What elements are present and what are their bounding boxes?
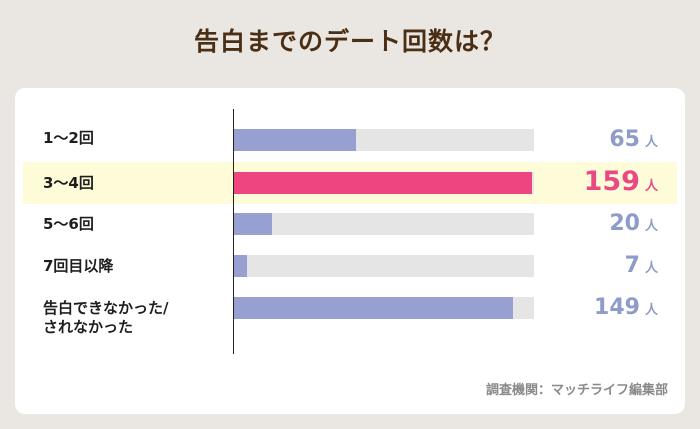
value-label: 65 人 — [609, 127, 658, 152]
bar — [234, 129, 356, 151]
value-unit: 人 — [644, 135, 658, 150]
bar — [234, 213, 272, 235]
category-label: 5〜6回 — [43, 215, 94, 233]
value-number: 65 — [609, 127, 640, 152]
bar — [234, 297, 513, 319]
category-label: 3〜4回 — [43, 174, 94, 192]
value-unit: 人 — [644, 261, 658, 276]
chart-title: 告白までのデート回数は？ — [193, 27, 506, 56]
bar-track — [234, 129, 534, 151]
value-label: 149 人 — [594, 295, 658, 320]
value-number: 7 — [624, 253, 640, 278]
bar — [234, 255, 247, 277]
value-number: 149 — [594, 295, 640, 320]
category-axis-line — [233, 109, 234, 354]
bar — [234, 172, 532, 194]
value-unit: 人 — [644, 303, 658, 318]
value-unit: 人 — [644, 179, 658, 194]
bar-track — [234, 172, 534, 194]
value-label: 159 人 — [584, 166, 658, 197]
value-unit: 人 — [644, 219, 658, 234]
bar-track — [234, 255, 534, 277]
value-number: 20 — [609, 211, 640, 236]
value-label: 20 人 — [609, 211, 658, 236]
category-label: 告白できなかった/ されなかった — [43, 299, 169, 336]
value-number: 159 — [583, 166, 640, 197]
category-label: 1〜2回 — [43, 129, 94, 147]
bar-track — [234, 213, 534, 235]
bar-track — [234, 297, 534, 319]
category-label: 7回目以降 — [43, 257, 114, 275]
source-credit: 調査機関：マッチライフ編集部 — [485, 383, 668, 398]
